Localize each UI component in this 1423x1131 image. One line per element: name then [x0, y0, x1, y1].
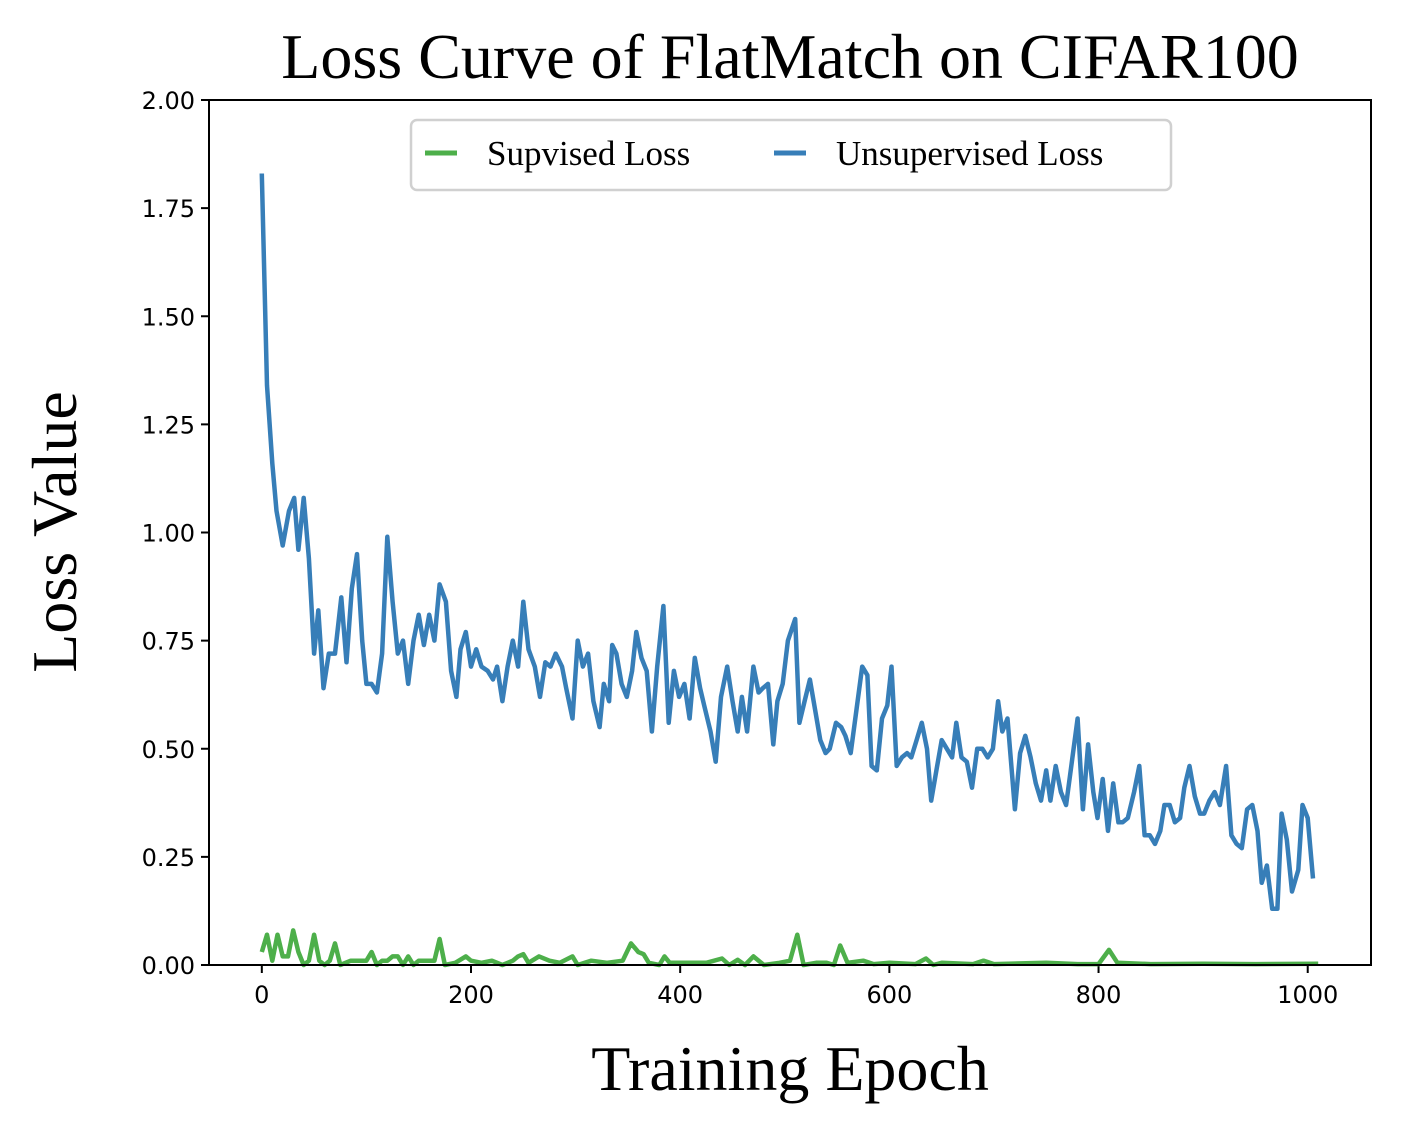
y-tick-label: 0.75	[142, 628, 195, 656]
x-tick-label: 400	[657, 981, 703, 1009]
x-tick-label: 600	[866, 981, 912, 1009]
y-tick-label: 2.00	[142, 87, 195, 115]
x-tick-label: 0	[254, 981, 269, 1009]
legend-label-unsupervised: Unsupervised Loss	[836, 134, 1103, 173]
x-tick-label: 800	[1076, 981, 1122, 1009]
legend-label-supervised: Supvised Loss	[487, 134, 690, 173]
legend: Supvised Loss Unsupervised Loss	[409, 118, 1173, 192]
supervised-loss-line	[259, 928, 1319, 968]
y-axis-label: Loss Value	[19, 391, 90, 672]
unsupervised-loss-line	[259, 173, 1316, 912]
y-tick-label: 0.00	[142, 952, 195, 980]
y-tick-label: 0.25	[142, 844, 195, 872]
chart-title: Loss Curve of FlatMatch on CIFAR100	[281, 21, 1298, 92]
y-tick-label: 1.50	[142, 303, 195, 331]
y-tick-label: 1.00	[142, 520, 195, 548]
plot-frame	[208, 99, 1372, 966]
y-tick-label: 0.50	[142, 736, 195, 764]
x-tick-label: 1000	[1277, 981, 1338, 1009]
x-axis-label: Training Epoch	[591, 1033, 989, 1104]
y-tick-label: 1.25	[142, 411, 195, 439]
y-tick-label: 1.75	[142, 195, 195, 223]
x-tick-label: 200	[448, 981, 494, 1009]
